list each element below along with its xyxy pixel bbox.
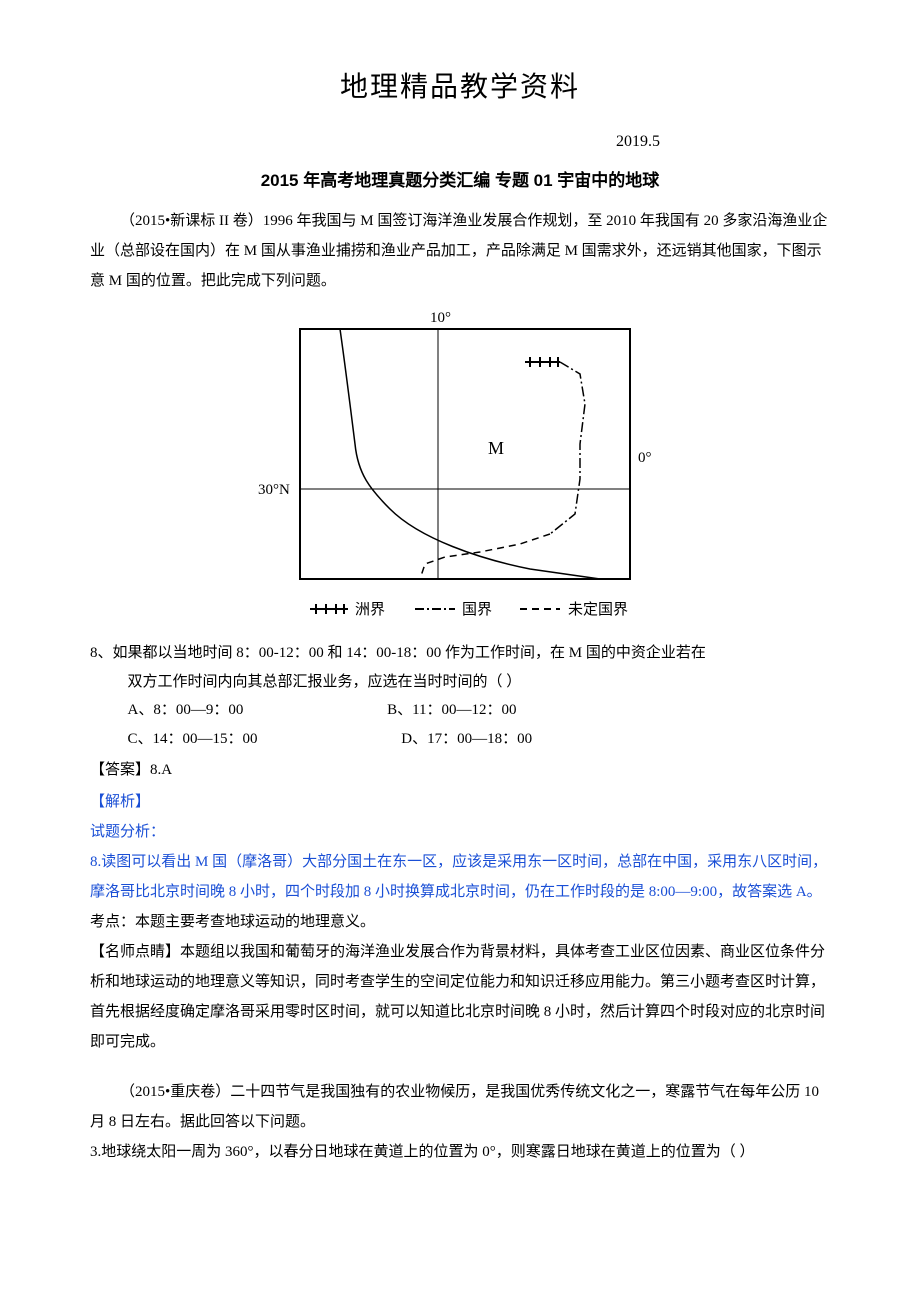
lat-label: 30°N xyxy=(258,482,290,498)
q8-options-row2: C、14：00—15：00 D、17：00—18：00 xyxy=(90,725,830,754)
legend-undefined: 未定国界 xyxy=(568,601,628,618)
map-svg: 10° 30°N 0° M 洲 xyxy=(220,304,700,624)
q8-option-d: D、17：00—18：00 xyxy=(401,725,532,754)
q8-option-a: A、8：00—9：00 xyxy=(128,702,244,718)
map-figure: 10° 30°N 0° M 洲 xyxy=(90,304,830,635)
intro-paragraph: （2015•新课标 II 卷）1996 年我国与 M 国签订海洋渔业发展合作规划… xyxy=(90,206,830,296)
zero-label: 0° xyxy=(638,450,652,466)
doc-subtitle: 2015 年高考地理真题分类汇编 专题 01 宇宙中的地球 xyxy=(90,164,830,198)
country-border xyxy=(550,362,585,534)
legend-country: 国界 xyxy=(462,601,492,618)
coastline xyxy=(340,329,600,579)
q8-options-row1: A、8：00—9：00 B、11：00—12：00 xyxy=(90,696,830,725)
dianqing-text: 【名师点睛】本题组以我国和葡萄牙的海洋渔业发展合作为背景材料，具体考查工业区位因… xyxy=(90,937,830,1057)
map-legend: 洲界 国界 未定国界 xyxy=(310,601,628,618)
explain-heading: 【解析】 xyxy=(90,787,830,817)
section-gap xyxy=(90,1057,830,1077)
q8-option-b: B、11：00—12：00 xyxy=(387,696,516,725)
doc-title: 地理精品教学资料 xyxy=(90,60,830,116)
q8-stem-line2: 双方工作时间内向其总部汇报业务，应选在当时时间的（ ） xyxy=(90,668,830,697)
doc-date: 2019.5 xyxy=(90,126,830,158)
legend-continent: 洲界 xyxy=(355,602,385,618)
q8-option-c: C、14：00—15：00 xyxy=(128,731,258,747)
country-m-label: M xyxy=(488,438,504,458)
q3-intro: （2015•重庆卷）二十四节气是我国独有的农业物候历，是我国优秀传统文化之一，寒… xyxy=(90,1077,830,1137)
kaodian-text: 考点：本题主要考查地球运动的地理意义。 xyxy=(90,907,830,937)
analysis-text: 8.读图可以看出 M 国（摩洛哥）大部分国土在东一区，应该是采用东一区时间，总部… xyxy=(90,847,830,907)
analysis-label: 试题分析： xyxy=(90,817,830,847)
lon-label: 10° xyxy=(430,310,451,326)
q8-answer: 【答案】8.A xyxy=(90,755,830,785)
continent-boundary xyxy=(525,357,560,367)
q3-stem: 3.地球绕太阳一周为 360°，以春分日地球在黄道上的位置为 0°，则寒露日地球… xyxy=(90,1137,830,1167)
q8-stem-line1: 8、如果都以当地时间 8：00-12：00 和 14：00-18：00 作为工作… xyxy=(90,639,830,668)
